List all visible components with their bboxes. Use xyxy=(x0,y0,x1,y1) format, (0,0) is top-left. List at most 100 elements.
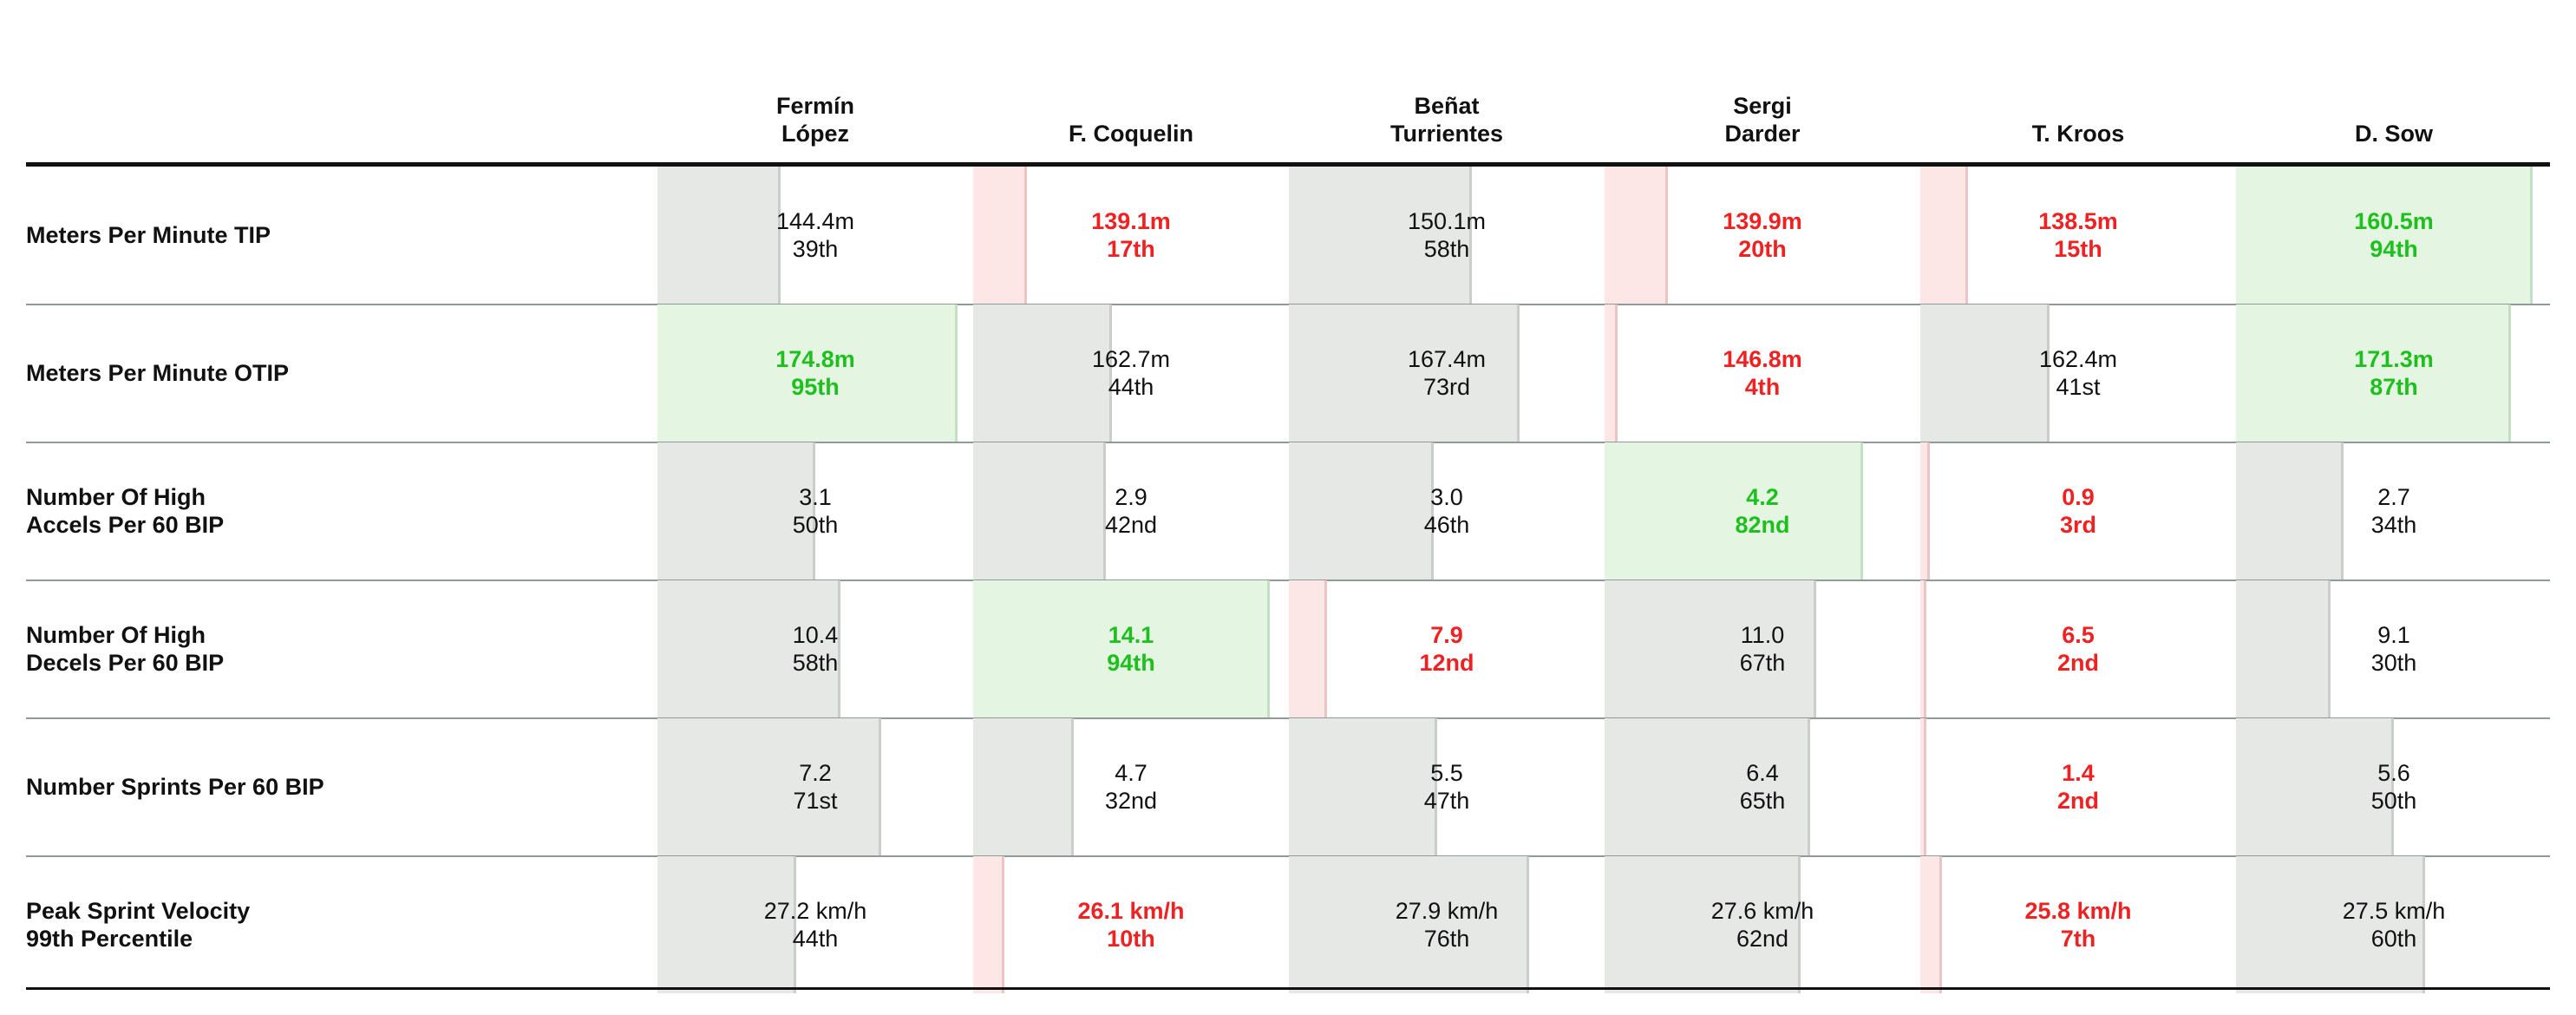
table-cell: 167.4m 73rd xyxy=(1289,304,1605,442)
cell-value: 146.8m xyxy=(1723,346,1802,372)
cell-value: 174.8m xyxy=(775,346,855,372)
table-cell: 4.2 82nd xyxy=(1605,442,1920,580)
cell-text: 2.9 42nd xyxy=(973,442,1289,580)
percentile-bar xyxy=(657,718,881,855)
cell-value: 144.4m xyxy=(775,208,855,234)
percentile-bar xyxy=(973,167,1027,304)
table-cell: 146.8m 4th xyxy=(1605,304,1920,442)
cell-value: 14.1 xyxy=(1108,622,1154,648)
table-cell: 27.6 km/h 62nd xyxy=(1605,856,1920,993)
cell-rank: 50th xyxy=(2370,788,2417,814)
cell-value: 11.0 xyxy=(1740,622,1785,648)
cell-value: 3.1 xyxy=(799,484,832,510)
bottom-rule xyxy=(26,987,2550,990)
percentile-bar xyxy=(1605,580,1816,717)
column-header: D. Sow xyxy=(2236,61,2552,147)
cell-text: 27.2 km/h 44th xyxy=(657,856,973,993)
column-header-line: Turrientes xyxy=(1389,121,1504,147)
cell-value: 27.2 km/h xyxy=(763,898,867,924)
cell-text: 7.9 12nd xyxy=(1289,580,1605,717)
cell-text: 6.5 2nd xyxy=(1920,580,2236,717)
cell-value: 5.5 xyxy=(1430,760,1463,786)
percentile-bar xyxy=(1920,580,1926,717)
cell-rank: 42nd xyxy=(1104,512,1158,538)
cell-value: 6.5 xyxy=(2062,622,2095,648)
table-cell: 160.5m 94th xyxy=(2236,167,2552,304)
table-cell: 27.9 km/h 76th xyxy=(1289,856,1605,993)
cell-value: 162.7m xyxy=(1091,346,1171,372)
row-separator xyxy=(26,442,2550,443)
percentile-bar xyxy=(657,442,815,580)
cell-text: 5.5 47th xyxy=(1289,718,1605,855)
table-cell: 162.4m 41st xyxy=(1920,304,2236,442)
column-header-line: Fermín xyxy=(775,93,855,119)
cell-text: 150.1m 58th xyxy=(1289,167,1605,304)
table-cell: 4.7 32nd xyxy=(973,718,1289,855)
cell-value: 3.0 xyxy=(1430,484,1463,510)
cell-value: 26.1 km/h xyxy=(1077,898,1185,924)
table-cell: 0.9 3rd xyxy=(1920,442,2236,580)
table-cell: 171.3m 87th xyxy=(2236,304,2552,442)
cell-text: 11.0 67th xyxy=(1605,580,1920,717)
table-cell: 6.5 2nd xyxy=(1920,580,2236,717)
cell-text: 167.4m 73rd xyxy=(1289,304,1605,442)
cell-text: 144.4m 39th xyxy=(657,167,973,304)
table-cell: 7.9 12nd xyxy=(1289,580,1605,717)
cell-text: 139.9m 20th xyxy=(1605,167,1920,304)
header-rule xyxy=(26,162,2550,167)
cell-text: 6.4 65th xyxy=(1605,718,1920,855)
cell-value: 4.2 xyxy=(1746,484,1779,510)
cell-value: 167.4m xyxy=(1407,346,1487,372)
cell-rank: 58th xyxy=(792,650,839,676)
table-cell: 27.2 km/h 44th xyxy=(657,856,973,993)
cell-rank: 50th xyxy=(792,512,839,538)
cell-rank: 3rd xyxy=(2059,512,2097,538)
percentile-bar xyxy=(2236,856,2425,993)
table-cell: 5.5 47th xyxy=(1289,718,1605,855)
percentile-bar xyxy=(2236,167,2533,304)
percentile-bar xyxy=(1289,167,1472,304)
cell-text: 9.1 30th xyxy=(2236,580,2552,717)
row-separator xyxy=(26,717,2550,719)
table-cell: 26.1 km/h 10th xyxy=(973,856,1289,993)
cell-text: 27.9 km/h 76th xyxy=(1289,856,1605,993)
cell-text: 3.0 46th xyxy=(1289,442,1605,580)
percentile-bar xyxy=(1605,718,1810,855)
cell-rank: 15th xyxy=(2054,236,2102,262)
cell-text: 139.1m 17th xyxy=(973,167,1289,304)
table-cell: 3.1 50th xyxy=(657,442,973,580)
table-cell: 2.9 42nd xyxy=(973,442,1289,580)
cell-value: 139.9m xyxy=(1723,208,1802,234)
cell-text: 4.2 82nd xyxy=(1605,442,1920,580)
column-header: T. Kroos xyxy=(1920,61,2236,147)
cell-value: 4.7 xyxy=(1115,760,1147,786)
cell-text: 171.3m 87th xyxy=(2236,304,2552,442)
cell-rank: 87th xyxy=(2370,374,2418,400)
percentile-bar xyxy=(657,580,840,717)
cell-rank: 82nd xyxy=(1735,512,1790,538)
percentile-bar xyxy=(657,167,781,304)
cell-rank: 67th xyxy=(1739,650,1786,676)
cell-value: 5.6 xyxy=(2377,760,2410,786)
percentile-bar xyxy=(2236,718,2394,855)
percentile-bar xyxy=(1289,304,1520,442)
percentile-bar xyxy=(657,304,958,442)
cell-text: 2.7 34th xyxy=(2236,442,2552,580)
cell-text: 27.6 km/h 62nd xyxy=(1605,856,1920,993)
cell-text: 14.1 94th xyxy=(973,580,1289,717)
row-label-line: Number Of High xyxy=(26,622,206,648)
cell-rank: 17th xyxy=(1107,236,1155,262)
percentile-bar xyxy=(973,580,1270,717)
table-cell: 3.0 46th xyxy=(1289,442,1605,580)
cell-rank: 62nd xyxy=(1736,926,1789,952)
cell-rank: 65th xyxy=(1739,788,1786,814)
table-cell: 11.0 67th xyxy=(1605,580,1920,717)
cell-value: 1.4 xyxy=(2062,760,2095,786)
table-cell: 2.7 34th xyxy=(2236,442,2552,580)
table-cell: 5.6 50th xyxy=(2236,718,2552,855)
percentile-bar xyxy=(657,856,796,993)
cell-text: 1.4 2nd xyxy=(1920,718,2236,855)
table-cell: 14.1 94th xyxy=(973,580,1289,717)
table-cell: 162.7m 44th xyxy=(973,304,1289,442)
column-header-line: Sergi xyxy=(1733,93,1792,119)
